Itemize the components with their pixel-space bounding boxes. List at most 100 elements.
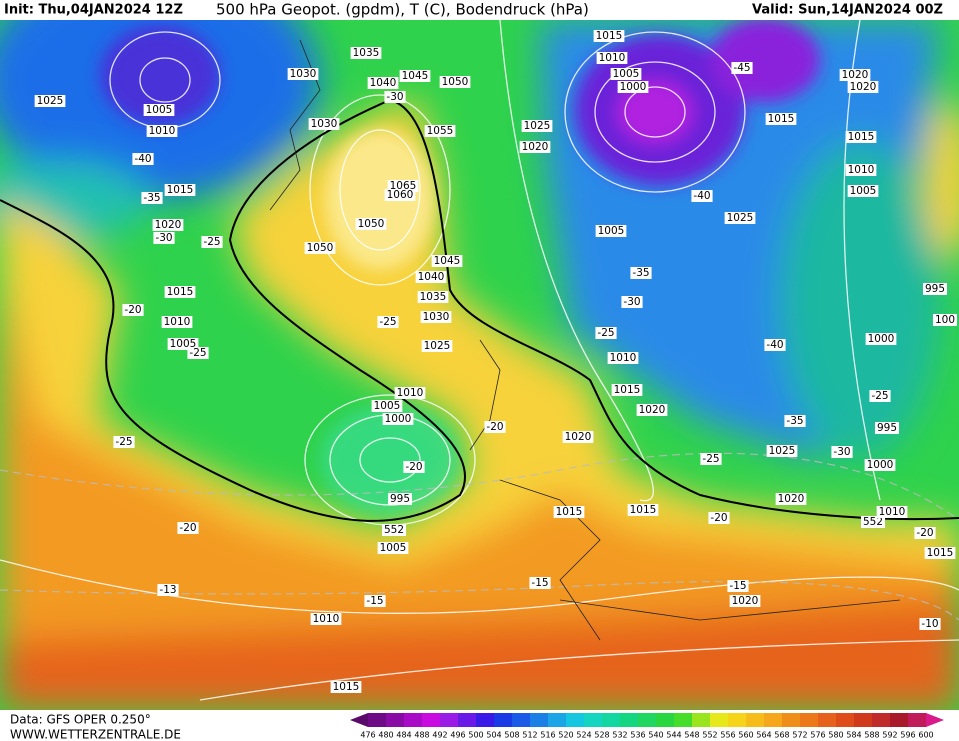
label-text: 995 [925,283,945,295]
label-text: -15 [366,595,383,607]
label-box [596,52,628,64]
contour-label: 1020 [839,69,871,81]
colorbar-label: 556 [720,731,735,740]
contour-label: -35 [630,267,652,279]
label-text: 1055 [427,125,454,137]
contour-label: 1025 [521,120,553,132]
colorbar-label: 532 [612,731,627,740]
label-text: 1015 [333,681,360,693]
label-box [610,68,642,80]
label-text: 1050 [358,218,385,230]
contour-label: -20 [914,527,936,539]
label-box [424,125,456,137]
label-text: -25 [115,436,132,448]
label-text: 1040 [418,271,445,283]
contour-label: 1050 [355,218,387,230]
label-text: 1015 [556,506,583,518]
label-text: 1010 [599,52,626,64]
label-box [287,68,319,80]
label-text: -30 [155,232,172,244]
label-box [869,390,891,402]
label-box [377,316,399,328]
label-box [914,527,936,539]
label-text: 1010 [313,613,340,625]
contour-label: 1030 [308,118,340,130]
contour-label: 1000 [617,81,649,93]
colorbar-swatch [836,713,855,727]
label-text: 1010 [879,506,906,518]
label-text: -20 [179,522,196,534]
label-box [691,190,713,202]
label-box [415,271,447,283]
contour-label: 995 [922,283,948,295]
contour-label: -40 [764,339,786,351]
label-box [731,62,753,74]
label-box [519,141,551,153]
contour-label: -15 [364,595,386,607]
label-text: -40 [134,153,151,165]
label-text: -30 [833,446,850,458]
label-box [636,404,668,416]
label-text: 1015 [630,504,657,516]
label-text: 1000 [385,413,412,425]
label-text: 1000 [868,333,895,345]
contour-label: 1020 [562,431,594,443]
contour-label: 1010 [310,613,342,625]
contour-label: 1050 [439,76,471,88]
colorbar-label: 544 [666,731,681,740]
contour-label: 1015 [553,506,585,518]
colorbar-swatch [530,713,549,727]
colorbar-label: 596 [900,731,915,740]
label-box [627,504,659,516]
label-box [367,77,399,89]
contour-label: -25 [869,390,891,402]
colorbar-label: 524 [576,731,591,740]
label-text: 1050 [307,242,334,254]
label-box [152,219,184,231]
contour-label: 1030 [287,68,319,80]
contour-label: 1000 [864,459,896,471]
label-text: 1020 [778,493,805,505]
label-text: 1005 [598,225,625,237]
label-box [141,192,163,204]
label-text: -20 [710,512,727,524]
label-box [157,584,179,596]
label-box [164,184,196,196]
label-box [922,283,948,295]
contour-label: 1010 [596,52,628,64]
label-text: 1025 [727,212,754,224]
colorbar-label: 520 [558,731,573,740]
label-box [143,104,175,116]
label-box [350,47,382,59]
label-text: -25 [702,453,719,465]
contour-label: -25 [201,236,223,248]
contour-label: -30 [384,91,406,103]
label-text: 1010 [610,352,637,364]
label-text: 1020 [732,595,759,607]
label-box [153,232,175,244]
contour-label: -20 [708,512,730,524]
label-text: -10 [921,618,938,630]
colorbar-swatch [746,713,765,727]
label-text: 1005 [380,542,407,554]
label-box [164,286,196,298]
label-box [421,340,453,352]
label-box [364,595,386,607]
label-text: -35 [786,415,803,427]
contour-label: -45 [731,62,753,74]
label-box [775,493,807,505]
label-box [845,131,877,143]
colorbar-label: 476 [360,731,375,740]
colorbar-swatch [566,713,585,727]
contour-label: 1035 [417,291,449,303]
colorbar-label: 584 [846,731,861,740]
label-box [403,461,425,473]
label-box [724,212,756,224]
colorbar-swatch [890,713,909,727]
label-text: 1010 [164,316,191,328]
label-text: -40 [766,339,783,351]
label-text: 1060 [387,189,414,201]
contour-label: -10 [919,618,941,630]
label-box [394,387,426,399]
